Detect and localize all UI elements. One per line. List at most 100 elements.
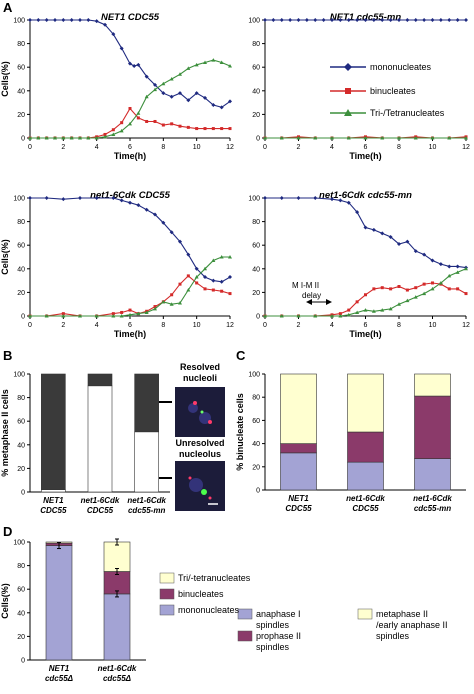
y-tick-label-A3: 100 xyxy=(13,196,25,203)
point-bin-A1 xyxy=(186,125,190,129)
point-mono-A1 xyxy=(186,98,191,103)
legend-d-bin-label: binucleates xyxy=(178,589,224,599)
point-mono-A4 xyxy=(447,264,452,269)
point-mono-A1 xyxy=(78,18,82,22)
category-label-D: cdc55Δ xyxy=(45,674,74,683)
point-bin-A4 xyxy=(347,308,351,312)
point-bin-A3 xyxy=(170,293,174,297)
point-tri-A3 xyxy=(136,311,141,316)
bar-segment-dark-B xyxy=(41,373,66,490)
point-bin-A4 xyxy=(464,292,468,296)
y-tick-label-A1: 20 xyxy=(17,112,25,119)
point-tri-A3 xyxy=(203,266,207,271)
y-axis-label-B: % metaphase II cells xyxy=(0,389,10,477)
point-mono-A4 xyxy=(346,200,351,205)
bar-segment-dark-B xyxy=(87,373,113,387)
point-tri-A4 xyxy=(447,273,452,278)
point-tri-A1 xyxy=(194,62,199,67)
point-tri-A4 xyxy=(363,308,368,312)
point-mono-A2 xyxy=(455,18,460,22)
y-tick-label-B: 0 xyxy=(21,490,25,497)
bar-segment-prophase_II-C xyxy=(414,395,451,459)
point-tri-A1 xyxy=(86,136,91,140)
point-tri-A4 xyxy=(438,280,443,285)
x-tick-label-A2: 0 xyxy=(263,144,267,151)
category-label-B: net1-6Cdk xyxy=(127,496,166,505)
point-bin-A4 xyxy=(364,293,367,297)
legend-bin-label: binucleates xyxy=(370,86,416,96)
category-label-C: net1-6Cdk xyxy=(346,494,385,503)
bar-segment-d_mono-D xyxy=(103,593,131,661)
point-tri-A4 xyxy=(380,308,385,312)
y-tick-label-A4: 60 xyxy=(252,243,260,250)
x-axis-label-A2: Time(h) xyxy=(349,151,381,161)
point-tri-A4 xyxy=(338,314,343,318)
point-mono-A3 xyxy=(136,203,141,208)
bar-segment-dark-B xyxy=(134,373,159,433)
category-label-C: net1-6Cdk xyxy=(413,494,452,503)
point-mono-A3 xyxy=(28,196,32,200)
bar-segment-prophase_II-C xyxy=(347,431,384,463)
legend-metaphase-swatch xyxy=(357,608,373,620)
legend-prophase-l2: spindles xyxy=(256,642,290,652)
point-mono-A3 xyxy=(161,220,166,225)
legend-mono-label: mononucleates xyxy=(370,62,432,72)
y-tick-label-B: 60 xyxy=(17,419,25,426)
point-tri-A1 xyxy=(103,134,107,139)
x-tick-label-A3: 2 xyxy=(61,322,65,329)
point-bin-A4 xyxy=(422,282,426,286)
legend-metaphase-l1: metaphase II xyxy=(376,609,428,619)
point-mono-A1 xyxy=(219,105,224,110)
panel-c-legend: anaphase I spindles prophase II spindles… xyxy=(237,608,448,652)
point-mono-A2 xyxy=(355,18,360,22)
y-tick-label-A4: 40 xyxy=(252,266,260,273)
point-mono-A1 xyxy=(53,18,57,22)
point-mono-A1 xyxy=(119,46,124,51)
point-tri-A4 xyxy=(279,314,284,318)
point-tri-A3 xyxy=(178,301,182,305)
x-tick-label-A4: 4 xyxy=(330,322,334,329)
y-tick-label-B: 20 xyxy=(17,466,25,473)
point-tri-A4 xyxy=(397,302,401,306)
category-label-B: CDC55 xyxy=(87,506,114,515)
legend-metaphase-l3: spindles xyxy=(376,631,410,641)
point-mono-A4 xyxy=(313,196,318,200)
legend-d-tri-swatch xyxy=(159,572,175,584)
series-line-tri-A1 xyxy=(30,59,231,139)
y-tick-label-A1: 100 xyxy=(13,18,25,25)
bar-segment-metaphase_II-C xyxy=(347,373,384,433)
point-tri-A3 xyxy=(186,288,191,292)
bar-segment-anaphase_I-C xyxy=(347,461,384,491)
point-bin-A4 xyxy=(405,288,409,292)
y-tick-label-B: 100 xyxy=(13,372,25,379)
point-mono-A4 xyxy=(338,198,343,203)
resolved-label-line1: Resolved xyxy=(180,362,220,372)
point-mono-A4 xyxy=(380,231,385,236)
point-tri-A2 xyxy=(397,136,401,140)
y-tick-label-A1: 40 xyxy=(17,88,25,95)
point-bin-A1 xyxy=(203,127,207,131)
panel-d-legend: Tri/-tetranucleates binucleates mononucl… xyxy=(159,572,251,616)
y-tick-label-B: 80 xyxy=(17,395,25,402)
point-mono-A1 xyxy=(103,22,107,27)
x-tick-label-A4: 2 xyxy=(297,322,301,329)
point-bin-A1 xyxy=(228,127,232,131)
point-tri-A1 xyxy=(211,58,216,62)
point-tri-A4 xyxy=(371,309,376,313)
point-bin-A1 xyxy=(153,119,157,123)
legend-bin-marker xyxy=(345,88,351,94)
point-tri-A1 xyxy=(44,136,49,140)
y-tick-label-A4: 100 xyxy=(248,196,260,203)
point-mono-A4 xyxy=(263,196,267,200)
point-bin-A4 xyxy=(389,287,393,291)
y-tick-label-B: 40 xyxy=(17,442,25,449)
y-tick-label-C: 0 xyxy=(256,488,260,495)
point-mono-A2 xyxy=(321,18,326,22)
point-tri-A2 xyxy=(263,136,267,140)
x-tick-label-A4: 0 xyxy=(263,322,267,329)
point-tri-A1 xyxy=(153,87,157,92)
point-tri-A3 xyxy=(94,314,99,318)
point-bin-A1 xyxy=(170,122,174,126)
point-mono-A2 xyxy=(430,18,435,22)
